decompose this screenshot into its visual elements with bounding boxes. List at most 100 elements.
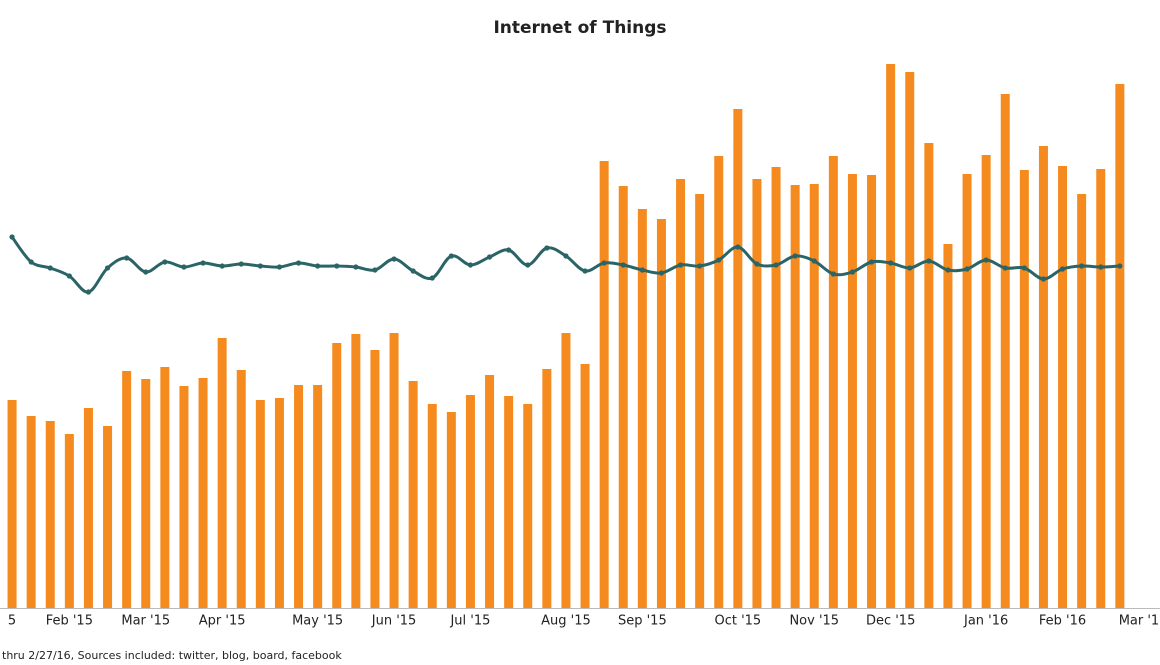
- line-point: [295, 260, 302, 266]
- line-point: [257, 263, 263, 269]
- x-tick-label: 5: [8, 614, 16, 629]
- bar: [714, 156, 724, 608]
- line-point: [735, 244, 741, 250]
- x-tick-label: Sep '15: [618, 614, 667, 629]
- bar: [981, 155, 991, 608]
- x-tick-label: Jul '15: [449, 614, 490, 629]
- line-point: [28, 259, 34, 265]
- line-point: [849, 269, 856, 275]
- x-tick-label: May '15: [292, 614, 343, 629]
- line-point: [486, 254, 493, 260]
- bar: [656, 219, 666, 608]
- line-point: [506, 247, 512, 253]
- bar: [370, 350, 380, 608]
- line-point: [754, 261, 760, 267]
- bar: [198, 378, 208, 608]
- line-point: [544, 245, 550, 251]
- line-point: [1002, 265, 1008, 271]
- bar: [408, 381, 418, 608]
- bar: [504, 396, 514, 608]
- bar: [1038, 146, 1048, 608]
- bar: [1077, 194, 1087, 608]
- bar: [103, 426, 113, 608]
- line-point: [811, 258, 817, 264]
- x-tick-label: Jan '16: [963, 614, 1008, 629]
- bar: [790, 185, 800, 608]
- bar: [446, 412, 456, 608]
- line-point: [792, 253, 798, 259]
- line-point: [353, 264, 359, 270]
- line-point: [830, 271, 836, 277]
- line-point: [448, 253, 454, 259]
- bar: [26, 416, 36, 608]
- line-point: [1117, 263, 1123, 269]
- line-point: [124, 255, 130, 261]
- line-point: [143, 269, 149, 275]
- line-point: [773, 262, 779, 268]
- bar: [924, 143, 934, 608]
- bar: [313, 385, 323, 608]
- line-point: [372, 267, 378, 273]
- bar: [542, 369, 552, 608]
- line-point: [85, 289, 92, 295]
- bar: [1058, 166, 1068, 608]
- bar: [83, 408, 93, 608]
- line-point: [983, 257, 989, 263]
- line-point: [888, 260, 894, 266]
- line-point: [945, 267, 951, 273]
- line-point: [467, 262, 474, 268]
- line-point: [1098, 264, 1104, 270]
- x-tick-label: Feb '16: [1039, 614, 1086, 629]
- line-point: [66, 273, 72, 279]
- bar: [351, 334, 361, 608]
- line-point: [697, 263, 703, 269]
- line-point: [9, 234, 15, 240]
- bar: [274, 398, 284, 608]
- line-point: [601, 260, 607, 266]
- line-point: [907, 265, 913, 271]
- bar: [599, 161, 609, 608]
- bar: [465, 395, 475, 608]
- bar: [64, 434, 74, 608]
- x-tick-label: Feb '15: [46, 614, 93, 629]
- bar: [141, 379, 151, 608]
- bar: [828, 156, 838, 608]
- source-note: thru 2/27/16, Sources included: twitter,…: [2, 649, 342, 662]
- line-point: [200, 260, 206, 266]
- line-point: [334, 263, 340, 269]
- x-tick-label: Apr '15: [199, 614, 246, 629]
- line-point: [1079, 263, 1085, 269]
- bar: [580, 364, 590, 608]
- bar: [943, 244, 953, 608]
- line-point: [677, 262, 684, 268]
- bar: [905, 72, 915, 608]
- x-tick-label: Jun '15: [371, 614, 417, 629]
- line-point: [315, 263, 321, 269]
- bar: [160, 367, 170, 608]
- bar: [809, 184, 819, 608]
- line-point: [410, 268, 416, 274]
- line: [10, 236, 1120, 294]
- bar: [7, 400, 17, 608]
- line-point: [1021, 265, 1027, 271]
- line-point: [563, 253, 569, 259]
- bar: [618, 186, 628, 608]
- line-point: [276, 264, 283, 270]
- line-point: [926, 258, 932, 264]
- line-point: [639, 267, 645, 273]
- line-point: [1040, 276, 1047, 282]
- x-tick-label: Dec '15: [866, 614, 915, 629]
- line-point: [162, 259, 168, 265]
- bar: [1115, 84, 1125, 608]
- bar: [676, 179, 686, 608]
- line-point: [582, 268, 588, 274]
- bar: [561, 333, 571, 608]
- bar: [752, 179, 762, 608]
- bar: [771, 167, 781, 608]
- bar: [637, 209, 647, 608]
- line-point: [716, 257, 722, 263]
- line-point: [391, 256, 397, 262]
- bar: [217, 338, 227, 608]
- bar: [294, 385, 304, 608]
